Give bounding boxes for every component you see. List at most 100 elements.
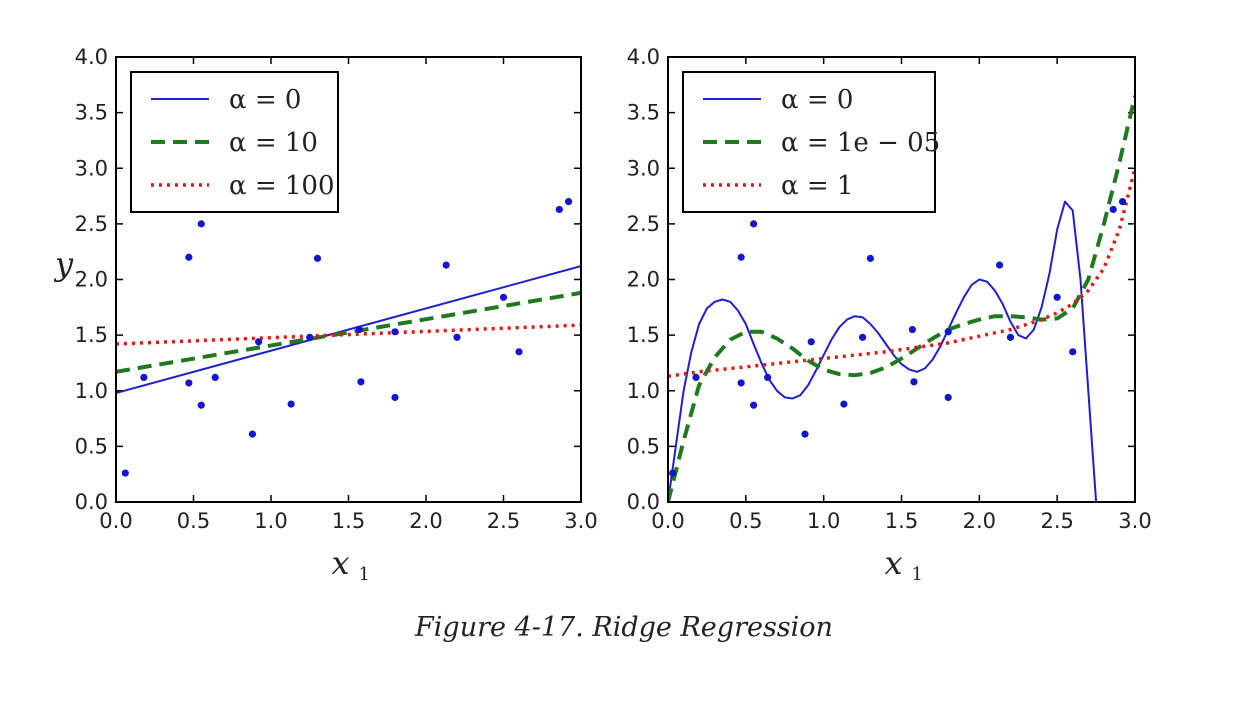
x-tick-label: 2.5: [1040, 509, 1073, 533]
scatter-point: [1109, 205, 1117, 214]
series-line-2: [668, 167, 1135, 379]
legend-label-0: α = 0: [229, 85, 301, 115]
scatter-point: [944, 328, 952, 336]
scatter-point: [840, 400, 848, 408]
scatter-point: [669, 469, 677, 477]
series-line-0: [668, 200, 1135, 502]
scatter-point: [565, 198, 573, 206]
scatter-point: [866, 254, 874, 262]
y-tick-label: 2.5: [75, 212, 108, 236]
legend-label-2: α = 100: [229, 171, 335, 201]
y-tick-label: 0.5: [627, 434, 660, 458]
x-axis-title: x: [884, 544, 902, 582]
y-tick-label: 0.0: [75, 490, 108, 514]
legend-frame: [130, 71, 339, 213]
scatter-point: [287, 400, 295, 408]
x-axis-title-subscript: 1: [359, 564, 370, 585]
x-tick-label: 1.0: [807, 509, 840, 533]
x-tick-label: 1.5: [885, 509, 918, 533]
x-tick-label: 0.5: [729, 509, 762, 533]
scatter-point: [1053, 293, 1061, 301]
y-axis-title: y: [53, 245, 74, 283]
scatter-point: [313, 254, 322, 262]
scatter-point: [750, 220, 758, 228]
x-axis-title: x: [331, 544, 349, 582]
scatter-point: [995, 261, 1004, 269]
scatter-point: [737, 253, 745, 261]
scatter-point: [357, 378, 365, 386]
series-group: [668, 95, 1135, 502]
series-group: [116, 265, 581, 394]
scatter-point: [211, 373, 219, 381]
scatter-point: [499, 293, 508, 301]
y-tick-label: 1.0: [75, 379, 108, 403]
scatter-point: [908, 325, 916, 334]
left-plot: 0.0 0.5 1.0 1.5 2.0 2.5 3.0 0.0 0.5 1.0 1.5 2.0 2.5 3…: [53, 45, 598, 585]
right-plot: 0.0 0.5 1.0 1.5 2.0 2.5 3.0 0.0 0.5 1.0 1.5 2.0 2.5 3…: [627, 45, 1152, 585]
y-tick-label: 3.5: [75, 101, 108, 125]
scatter-point: [197, 401, 205, 409]
legend-label-1: α = 10: [229, 128, 318, 158]
scatter-point: [737, 379, 745, 387]
series-line-2: [116, 323, 581, 346]
scatter-point: [1118, 198, 1127, 206]
scatter-point: [185, 379, 193, 387]
x-tick-label: 0.5: [177, 509, 210, 533]
figure-caption: Figure 4-17. Ridge Regression: [415, 612, 833, 643]
legend: α = 0 α = 1e − 05 α = 1: [682, 71, 940, 213]
y-tick-label: 4.0: [75, 45, 108, 69]
x-tick-label: 1.0: [254, 509, 287, 533]
plot-frame: [115, 56, 582, 503]
y-tick-label: 3.5: [627, 101, 660, 125]
y-tick-label: 4.0: [627, 45, 660, 69]
scatter-point: [910, 378, 918, 386]
x-tick-label: 1.5: [332, 509, 365, 533]
scatter-point: [442, 261, 450, 269]
y-tick-label: 1.5: [627, 323, 660, 347]
scatter-point: [555, 205, 563, 214]
series-line-0: [116, 265, 581, 394]
y-tick-label: 0.0: [627, 490, 660, 514]
scatter-point: [764, 373, 772, 381]
scatter-point: [858, 333, 867, 341]
x-tick-label: 0.0: [651, 509, 684, 533]
x-tick-label: 2.5: [487, 509, 520, 533]
scatter-point: [355, 325, 363, 334]
series-line-1: [668, 95, 1135, 502]
series-line-1: [116, 290, 581, 374]
legend-label-0: α = 0: [781, 85, 853, 115]
x-tick-label: 3.0: [1118, 509, 1151, 533]
x-tick-label: 3.0: [564, 509, 597, 533]
scatter-point: [515, 348, 523, 356]
scatter-point: [750, 401, 758, 409]
scatter-point: [140, 373, 148, 381]
scatter-point: [453, 333, 461, 341]
x-axis-title-subscript: 1: [912, 564, 923, 585]
x-tick-label: 2.0: [409, 509, 442, 533]
y-tick-label: 1.0: [627, 379, 660, 403]
y-tick-label: 1.5: [75, 323, 108, 347]
y-tick-label: 0.5: [75, 434, 108, 458]
scatter-point: [391, 393, 399, 402]
y-tick-label: 3.0: [75, 156, 108, 180]
ridge-regression-figure: 0.0 0.5 1.0 1.5 2.0 2.5 3.0 0.0 0.5 1.0 1.5 2.0 2.5 3…: [53, 45, 1152, 585]
scatter-point: [248, 430, 256, 438]
scatter-point: [692, 373, 700, 381]
scatter-point: [1069, 348, 1077, 356]
y-tick-label: 3.0: [627, 156, 660, 180]
scatter-point: [306, 333, 314, 341]
y-tick-label: 2.0: [75, 268, 108, 292]
x-tick-label: 0.0: [99, 509, 132, 533]
legend-label-2: α = 1: [781, 171, 853, 201]
legend-label-1: α = 1e − 05: [781, 128, 940, 158]
y-tick-label: 2.5: [627, 212, 660, 236]
scatter-point: [121, 469, 129, 477]
scatter-point: [255, 338, 263, 346]
scatter-point: [185, 253, 193, 261]
scatter-point: [1006, 333, 1015, 341]
scatter-point: [807, 338, 815, 346]
scatter-point: [801, 430, 809, 438]
scatter-point: [944, 393, 952, 402]
x-tick-label: 2.0: [963, 509, 996, 533]
y-tick-label: 2.0: [627, 268, 660, 292]
